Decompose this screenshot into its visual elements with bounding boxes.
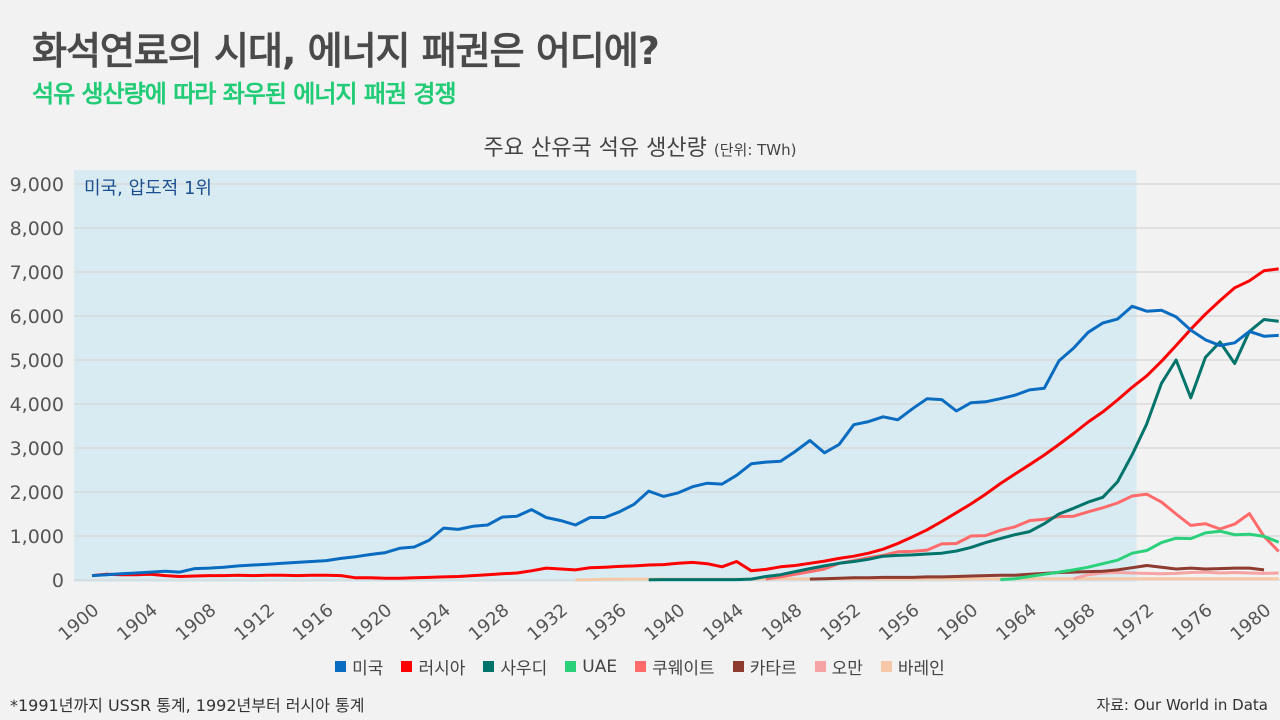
legend-swatch <box>565 661 577 672</box>
x-tick-label: 1924 <box>406 600 455 646</box>
footnote: *1991년까지 USSR 통계, 1992년부터 러시아 통계 <box>10 696 365 715</box>
x-tick-label: 1904 <box>113 600 162 646</box>
y-tick-label: 5,000 <box>10 350 64 372</box>
x-tick-label: 1980 <box>1227 600 1276 646</box>
y-tick-label: 6,000 <box>10 306 64 328</box>
x-tick-label: 1920 <box>348 600 397 646</box>
legend-swatch <box>814 661 826 672</box>
y-tick-label: 1,000 <box>10 526 64 548</box>
page-subtitle: 석유 생산량에 따라 좌우된 에너지 패권 경쟁 <box>32 80 457 108</box>
legend-item: 카타르 <box>732 654 797 679</box>
chart-title: 주요 산유국 석유 생산량 (단위: TWh) <box>0 130 1280 162</box>
chart-unit: (단위: TWh) <box>713 141 797 159</box>
highlight-label: 미국, 압도적 1위 <box>84 178 212 199</box>
x-tick-label: 1976 <box>1168 600 1217 646</box>
page-title: 화석연료의 시대, 에너지 패권은 어디에? <box>32 29 660 73</box>
x-tick-label: 1952 <box>816 600 865 646</box>
series-line-사우디 <box>648 318 1279 582</box>
x-tick-label: 1940 <box>641 600 690 646</box>
legend-item: 바레인 <box>880 654 945 679</box>
series-line-오만 <box>1073 570 1279 581</box>
series-line-UAE <box>1000 529 1280 582</box>
x-tick-label: 1956 <box>875 600 924 646</box>
chart-title-text: 주요 산유국 석유 생산량 <box>483 136 707 161</box>
legend-label: 사우디 <box>500 659 548 679</box>
legend-swatch <box>335 661 347 672</box>
legend-swatch <box>401 661 413 672</box>
x-tick-label: 1960 <box>934 600 983 646</box>
x-tick-label: 1948 <box>758 600 807 646</box>
legend-item: 사우디 <box>483 654 547 679</box>
x-tick-label: 1908 <box>172 600 221 646</box>
legend-label: 미국 <box>352 659 384 679</box>
series-line-미국 <box>91 304 1279 578</box>
legend-item: 오만 <box>814 654 863 679</box>
legend-item: UAE <box>565 654 617 679</box>
y-tick-label: 4,000 <box>10 394 64 416</box>
chart-legend: 미국 러시아 사우디 UAE 쿠웨이트 카타르 오만 바레인 <box>0 654 1280 679</box>
legend-swatch <box>880 661 892 672</box>
legend-label: 바레인 <box>897 659 945 679</box>
x-tick-label: 1964 <box>992 600 1041 646</box>
legend-item: 미국 <box>335 654 383 679</box>
legend-label: 러시아 <box>418 659 466 679</box>
line-chart: 0 1,000 2,000 3,000 4,000 5,000 6,000 7,000 8,00… <box>10 170 1280 646</box>
legend-item: 쿠웨이트 <box>635 654 715 679</box>
legend-swatch <box>635 661 647 672</box>
highlight-region <box>74 170 1137 582</box>
x-tick-label: 1916 <box>289 600 338 646</box>
source-note: 자료: Our World in Data <box>1096 696 1268 714</box>
legend-label: UAE <box>582 656 618 677</box>
y-tick-label: 0 <box>52 570 64 592</box>
legend-swatch <box>732 661 744 672</box>
x-tick-label: 1936 <box>582 600 631 646</box>
y-tick-label: 8,000 <box>10 218 64 240</box>
series-line-카타르 <box>809 564 1265 581</box>
y-tick-label: 3,000 <box>10 438 64 460</box>
x-tick-label: 1900 <box>55 600 104 646</box>
legend-item: 러시아 <box>401 654 465 679</box>
legend-swatch <box>483 661 495 672</box>
legend-label: 카타르 <box>749 659 797 679</box>
legend-label: 오만 <box>831 659 863 679</box>
x-tick-label: 1944 <box>699 600 748 646</box>
legend-label: 쿠웨이트 <box>652 659 715 679</box>
series-line-러시아 <box>91 267 1279 580</box>
y-tick-label: 7,000 <box>10 262 64 284</box>
x-tick-label: 1972 <box>1109 600 1158 646</box>
x-tick-label: 1928 <box>465 600 514 646</box>
x-tick-label: 1912 <box>230 600 279 646</box>
y-tick-label: 2,000 <box>10 482 64 504</box>
x-tick-label: 1968 <box>1051 600 1100 646</box>
y-tick-label: 9,000 <box>10 174 64 196</box>
x-tick-label: 1932 <box>523 600 572 646</box>
